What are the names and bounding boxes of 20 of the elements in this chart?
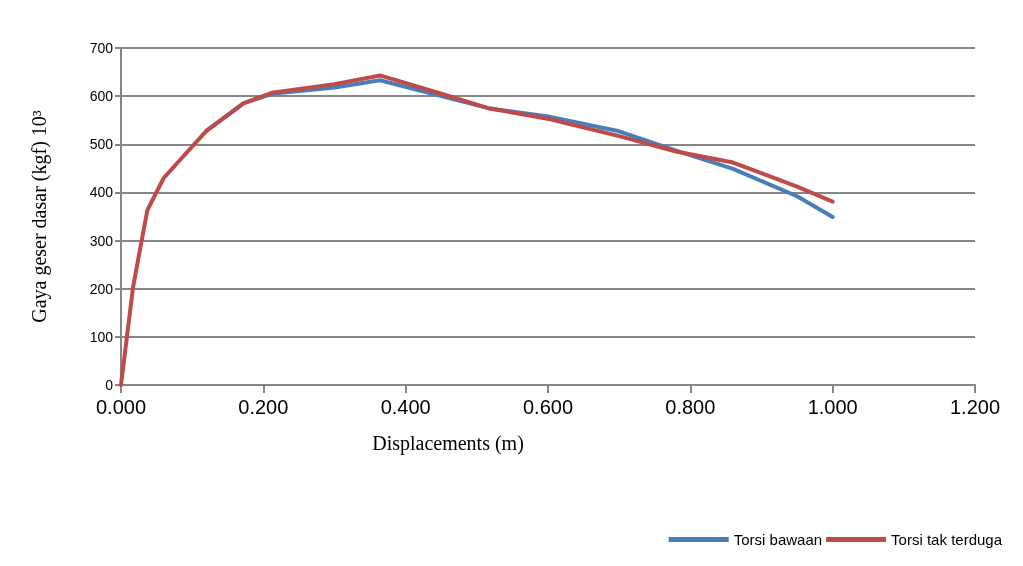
y-tick-label: 0	[105, 377, 114, 393]
y-axis-title: Gaya geser dasar (kgf) 10³	[28, 110, 51, 323]
x-tick-label: 1.000	[807, 396, 858, 418]
y-tick-label: 300	[89, 232, 114, 249]
x-tick-label: 0.000	[95, 396, 147, 418]
y-tick-label: 400	[89, 184, 114, 201]
y-tick-label: 100	[89, 328, 114, 345]
line-series	[119, 73, 835, 387]
legend-label: Torsi tak terduga	[891, 531, 1003, 548]
x-axis-title: Displacements (m)	[372, 432, 524, 455]
y-tick-label: 500	[89, 136, 114, 153]
y-tick-label: 200	[89, 280, 114, 297]
x-tick-label: 0.200	[238, 396, 289, 418]
x-tick-label: 1.200	[949, 396, 1001, 418]
legend-label: Torsi bawaan	[733, 531, 823, 548]
y-tick-label: 700	[89, 40, 114, 56]
y-tick-label: 600	[89, 88, 114, 105]
x-tick-label: 0.600	[522, 396, 574, 418]
x-tick-label: 0.800	[665, 396, 716, 418]
x-tick-label: 0.400	[380, 396, 431, 418]
